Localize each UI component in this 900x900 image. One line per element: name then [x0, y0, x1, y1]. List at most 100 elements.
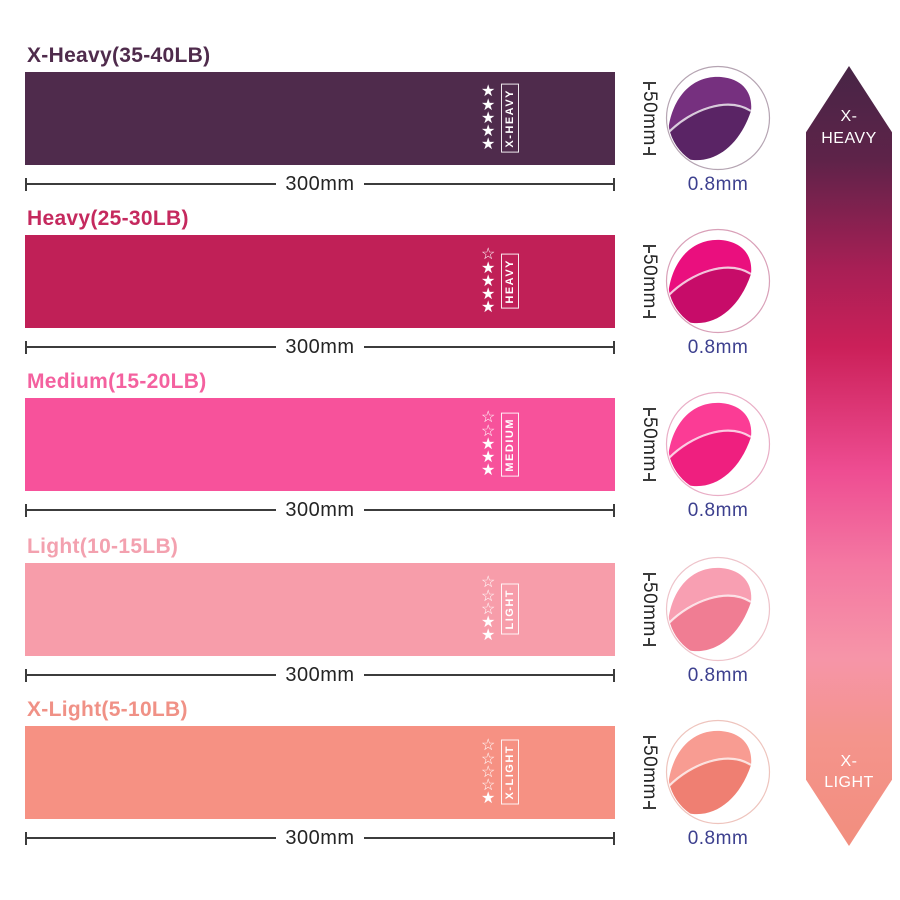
dimension-tick: [25, 503, 27, 517]
thickness-label: 0.8mm: [687, 665, 749, 686]
height-dimension: 50mm: [627, 398, 671, 491]
band-title: X-Heavy(35-40LB): [27, 44, 211, 67]
band-swatch: ☆ ☆ ★ ★ ★ MEDIUM: [25, 398, 615, 491]
star-rating: ★ ★ ★ ★ ★: [481, 83, 496, 154]
band-swatch: ☆ ★ ★ ★ ★ HEAVY: [25, 235, 615, 328]
band-fold-thumbnail: 0.8mm: [665, 391, 771, 522]
band-annotation: ★ ★ ★ ★ ★ X-HEAVY: [481, 72, 520, 165]
band-fold-thumbnail: 0.8mm: [665, 65, 771, 196]
dimension-line: [363, 183, 614, 185]
dimension-tick: [642, 152, 656, 155]
thickness-label: 0.8mm: [687, 337, 749, 358]
dimension-line: [363, 346, 614, 348]
dimension-tick: [613, 177, 616, 191]
dimension-line: [648, 738, 650, 745]
band-grade-label: MEDIUM: [501, 412, 520, 477]
band-swatch: ★ ★ ★ ★ ★ X-HEAVY: [25, 72, 615, 165]
height-dimension-label: 50mm: [639, 745, 660, 800]
band-title: Light(10-15LB): [27, 535, 179, 558]
dimension-line: [648, 247, 650, 254]
dimension-line: [363, 509, 614, 511]
dimension-tick: [25, 340, 27, 354]
dimension-line: [27, 183, 277, 185]
dimension-line: [648, 146, 650, 153]
dimension-tick: [642, 408, 656, 411]
dimension-tick: [642, 643, 656, 646]
band-row-medium: Medium(15-20LB) ☆ ☆ ★ ★ ★ MEDIUM 300mm 5…: [25, 370, 785, 533]
dimension-line: [363, 674, 614, 676]
dimension-tick: [25, 177, 27, 191]
star-rating: ☆ ★ ★ ★ ★: [481, 246, 496, 317]
dimension-tick: [613, 503, 616, 517]
band-row-x-heavy: X-Heavy(35-40LB) ★ ★ ★ ★ ★ X-HEAVY 300mm…: [25, 44, 785, 207]
dimension-tick: [642, 82, 656, 85]
width-dimension: 300mm: [25, 497, 616, 523]
band-fold-photo: [665, 556, 771, 662]
dimension-tick: [642, 315, 656, 318]
band-swatch: ☆ ☆ ☆ ☆ ★ X-LIGHT: [25, 726, 615, 819]
dimension-tick: [642, 573, 656, 576]
dimension-line: [27, 346, 277, 348]
band-fold-thumbnail: 0.8mm: [665, 556, 771, 687]
dimension-tick: [642, 245, 656, 248]
height-dimension: 50mm: [627, 235, 671, 328]
dimension-line: [648, 575, 650, 582]
dimension-tick: [613, 340, 616, 354]
height-dimension: 50mm: [627, 563, 671, 656]
dimension-tick: [642, 478, 656, 481]
dimension-line: [27, 674, 277, 676]
dimension-tick: [25, 668, 27, 682]
band-grade-label: X-HEAVY: [501, 84, 520, 153]
band-swatch: ☆ ☆ ☆ ★ ★ LIGHT: [25, 563, 615, 656]
band-row-x-light: X-Light(5-10LB) ☆ ☆ ☆ ☆ ★ X-LIGHT 300mm …: [25, 698, 785, 861]
dimension-line: [648, 309, 650, 316]
width-dimension: 300mm: [25, 662, 616, 688]
height-dimension: 50mm: [627, 72, 671, 165]
band-title: X-Light(5-10LB): [27, 698, 188, 721]
dimension-line: [27, 837, 277, 839]
dimension-line: [648, 84, 650, 91]
band-grade-label: HEAVY: [501, 254, 520, 309]
arrow-top-label: X- HEAVY: [821, 108, 877, 147]
band-title: Medium(15-20LB): [27, 370, 207, 393]
height-dimension-label: 50mm: [639, 417, 660, 472]
band-fold-photo: [665, 65, 771, 171]
band-fold-thumbnail: 0.8mm: [665, 719, 771, 850]
dimension-line: [648, 800, 650, 807]
width-dimension: 300mm: [25, 825, 616, 851]
dimension-tick: [25, 831, 27, 845]
band-grade-label: LIGHT: [501, 584, 520, 635]
thickness-label: 0.8mm: [687, 174, 749, 195]
height-dimension-label: 50mm: [639, 91, 660, 146]
dimension-line: [648, 410, 650, 417]
resistance-gradient-arrow: X- HEAVY X- LIGHT: [806, 66, 892, 846]
thickness-label: 0.8mm: [687, 828, 749, 849]
star-rating: ☆ ☆ ★ ★ ★: [481, 409, 496, 480]
width-dimension: 300mm: [25, 171, 616, 197]
dimension-tick: [642, 806, 656, 809]
dimension-line: [363, 837, 614, 839]
dimension-line: [648, 637, 650, 644]
band-fold-thumbnail: 0.8mm: [665, 228, 771, 359]
band-title: Heavy(25-30LB): [27, 207, 189, 230]
dimension-tick: [613, 668, 616, 682]
height-dimension-label: 50mm: [639, 582, 660, 637]
height-dimension: 50mm: [627, 726, 671, 819]
band-row-light: Light(10-15LB) ☆ ☆ ☆ ★ ★ LIGHT 300mm 50m…: [25, 535, 785, 698]
height-dimension-label: 50mm: [639, 254, 660, 309]
band-grade-label: X-LIGHT: [501, 740, 520, 805]
star-rating: ☆ ☆ ☆ ☆ ★: [481, 737, 496, 808]
width-dimension-label: 300mm: [285, 664, 355, 686]
dimension-tick: [613, 831, 616, 845]
band-annotation: ☆ ☆ ☆ ★ ★ LIGHT: [481, 563, 520, 656]
width-dimension-label: 300mm: [285, 827, 355, 849]
width-dimension-label: 300mm: [285, 499, 355, 521]
width-dimension-label: 300mm: [285, 173, 355, 195]
width-dimension: 300mm: [25, 334, 616, 360]
dimension-line: [27, 509, 277, 511]
width-dimension-label: 300mm: [285, 336, 355, 358]
band-annotation: ☆ ★ ★ ★ ★ HEAVY: [481, 235, 520, 328]
band-annotation: ☆ ☆ ☆ ☆ ★ X-LIGHT: [481, 726, 520, 819]
dimension-tick: [642, 736, 656, 739]
